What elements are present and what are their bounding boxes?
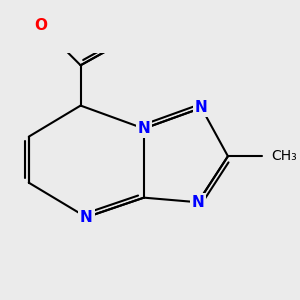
- Text: N: N: [195, 100, 208, 116]
- Text: CH₃: CH₃: [271, 149, 297, 163]
- Text: N: N: [137, 121, 150, 136]
- Text: N: N: [192, 195, 204, 210]
- Text: N: N: [80, 210, 93, 225]
- Text: O: O: [34, 17, 47, 32]
